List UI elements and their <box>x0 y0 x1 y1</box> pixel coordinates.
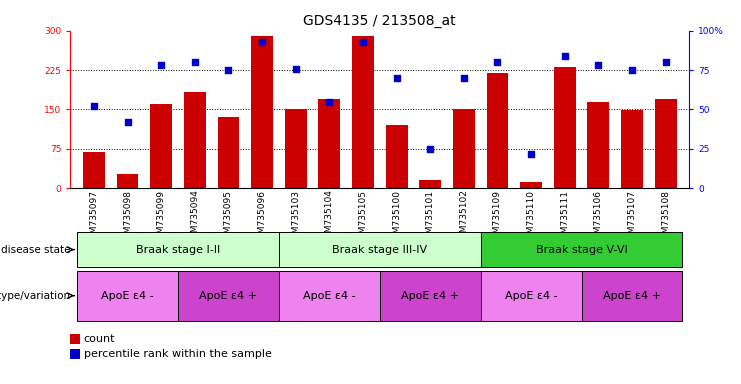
Text: count: count <box>84 334 116 344</box>
Point <box>156 62 167 68</box>
Text: disease state: disease state <box>1 245 70 255</box>
Bar <box>654 99 677 188</box>
Bar <box>554 68 576 188</box>
Bar <box>279 232 481 267</box>
Bar <box>481 271 582 321</box>
Point <box>189 59 201 65</box>
Bar <box>116 174 139 188</box>
Point <box>559 53 571 59</box>
Text: ApoE ε4 +: ApoE ε4 + <box>199 291 257 301</box>
Bar <box>520 182 542 188</box>
Point <box>592 62 604 68</box>
Text: genotype/variation: genotype/variation <box>0 291 70 301</box>
Text: percentile rank within the sample: percentile rank within the sample <box>84 349 272 359</box>
Bar <box>621 111 643 188</box>
Text: ApoE ε4 +: ApoE ε4 + <box>603 291 661 301</box>
Text: ApoE ε4 -: ApoE ε4 - <box>505 291 557 301</box>
Point <box>122 119 133 125</box>
Bar <box>481 232 682 267</box>
Point <box>425 146 436 152</box>
Point <box>458 75 470 81</box>
Point <box>391 75 402 81</box>
Bar <box>588 101 609 188</box>
Text: ApoE ε4 -: ApoE ε4 - <box>102 291 154 301</box>
Point <box>222 67 234 73</box>
Text: Braak stage I-II: Braak stage I-II <box>136 245 220 255</box>
Point <box>88 103 100 109</box>
Point <box>256 39 268 45</box>
Bar <box>385 125 408 188</box>
Bar <box>83 152 105 188</box>
Text: ApoE ε4 +: ApoE ε4 + <box>401 291 459 301</box>
Bar <box>150 104 172 188</box>
Point <box>357 39 369 45</box>
Bar <box>251 36 273 188</box>
Bar <box>453 109 475 188</box>
Bar <box>582 271 682 321</box>
Bar <box>380 271 481 321</box>
Bar <box>184 92 206 188</box>
Point <box>659 59 671 65</box>
Bar <box>77 232 279 267</box>
Bar <box>218 117 239 188</box>
Point <box>626 67 638 73</box>
Point <box>290 65 302 71</box>
Point <box>491 59 503 65</box>
Title: GDS4135 / 213508_at: GDS4135 / 213508_at <box>304 14 456 28</box>
Text: Braak stage V-VI: Braak stage V-VI <box>536 245 628 255</box>
Bar <box>279 271 380 321</box>
Bar <box>352 36 374 188</box>
Bar <box>319 99 340 188</box>
Bar <box>487 73 508 188</box>
Text: Braak stage III-IV: Braak stage III-IV <box>332 245 428 255</box>
Point <box>525 151 537 157</box>
Bar <box>285 109 307 188</box>
Bar <box>77 271 178 321</box>
Point <box>323 98 335 104</box>
Bar <box>178 271 279 321</box>
Bar <box>419 180 441 188</box>
Text: ApoE ε4 -: ApoE ε4 - <box>303 291 356 301</box>
